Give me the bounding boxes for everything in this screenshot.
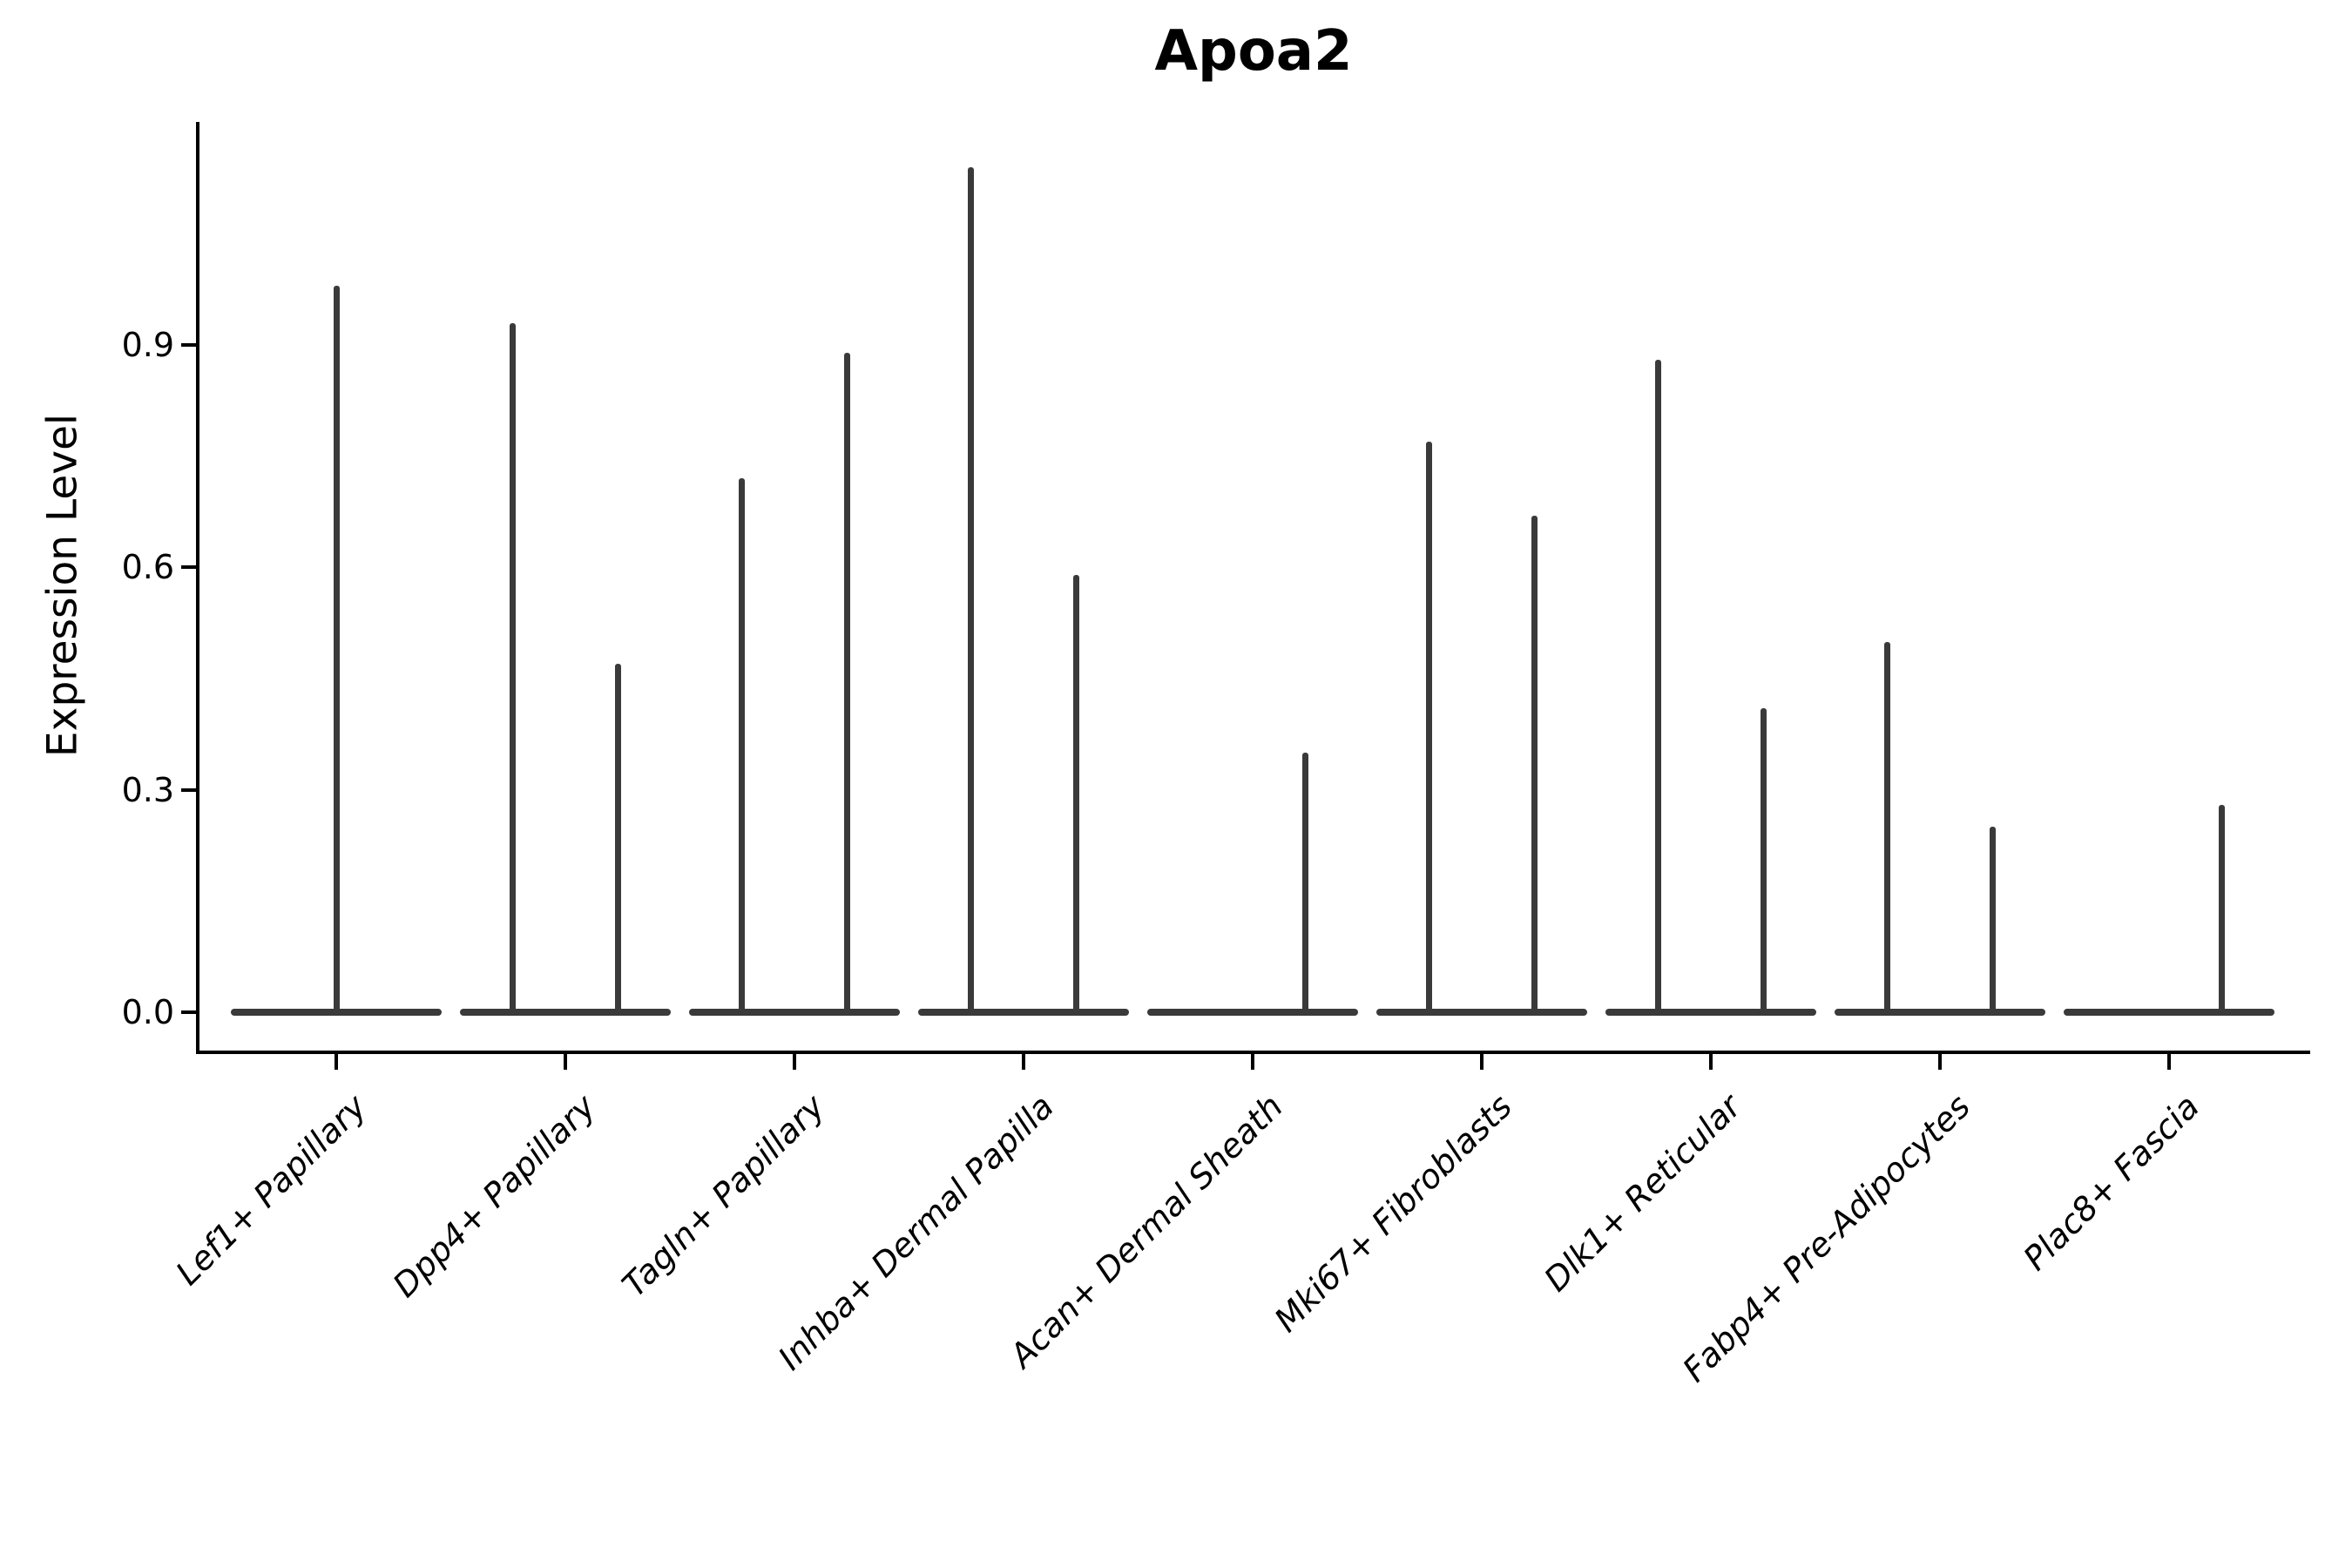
x-tick — [1251, 1054, 1254, 1070]
x-tick — [2167, 1054, 2171, 1070]
violin-spike-full — [333, 286, 340, 1012]
chart-title: Apoa2 — [1154, 19, 1353, 84]
x-tick — [564, 1054, 567, 1070]
violin-base — [1147, 1009, 1358, 1016]
violin-spike-right — [1073, 574, 1079, 1012]
x-tick — [1022, 1054, 1025, 1070]
violin-spike-left — [1426, 441, 1432, 1012]
x-tick-label: Mki67+ Fibroblasts — [1267, 1087, 1520, 1340]
x-tick — [1709, 1054, 1713, 1070]
x-tick-label: Tagln+ Papillary — [614, 1087, 833, 1305]
y-tick-label: 0.9 — [121, 326, 174, 365]
x-tick-label: Dlk1+ Reticular — [1537, 1087, 1749, 1299]
violin-spike-left — [968, 166, 974, 1012]
violin-spike-left — [1655, 360, 1661, 1012]
y-axis-label: Expression Level — [38, 413, 87, 758]
violin-base — [1376, 1009, 1587, 1016]
violin-spike-left — [510, 322, 516, 1012]
violin-spike-left — [739, 478, 745, 1012]
violin-spike-right — [1761, 708, 1767, 1012]
violin-spike-right — [1990, 827, 1996, 1012]
x-tick — [335, 1054, 338, 1070]
y-tick — [181, 343, 196, 348]
y-tick-label: 0.0 — [121, 993, 174, 1031]
y-tick — [181, 787, 196, 792]
violin-spike-right — [1302, 753, 1308, 1012]
x-tick — [1480, 1054, 1484, 1070]
violin-base — [1835, 1009, 2045, 1016]
y-axis-spine — [196, 122, 199, 1054]
violin-spike-right — [844, 352, 850, 1012]
x-tick-label: Plac8+ Fascia — [2016, 1087, 2207, 1278]
violin-base — [918, 1009, 1129, 1016]
y-tick — [181, 565, 196, 570]
violin-base — [689, 1009, 900, 1016]
violin-base — [1605, 1009, 1816, 1016]
violin-spike-right — [1531, 515, 1538, 1012]
violin-spike-right — [615, 664, 621, 1012]
y-tick — [181, 1010, 196, 1014]
violin-spike-right — [2219, 804, 2225, 1012]
violin-base — [460, 1009, 671, 1016]
x-tick-label: Dpp4+ Papillary — [385, 1087, 604, 1305]
x-tick — [793, 1054, 796, 1070]
y-tick-label: 0.6 — [121, 548, 174, 587]
violin-spike-left — [1884, 641, 1890, 1012]
x-axis-spine — [196, 1051, 2310, 1054]
violin-base — [2064, 1009, 2274, 1016]
violin-base — [231, 1009, 442, 1016]
x-tick-label: Lef1+ Papillary — [168, 1087, 375, 1293]
x-tick — [1938, 1054, 1942, 1070]
x-tick-label: Acan+ Dermal Sheath — [1002, 1087, 1291, 1375]
y-tick-label: 0.3 — [121, 770, 174, 809]
